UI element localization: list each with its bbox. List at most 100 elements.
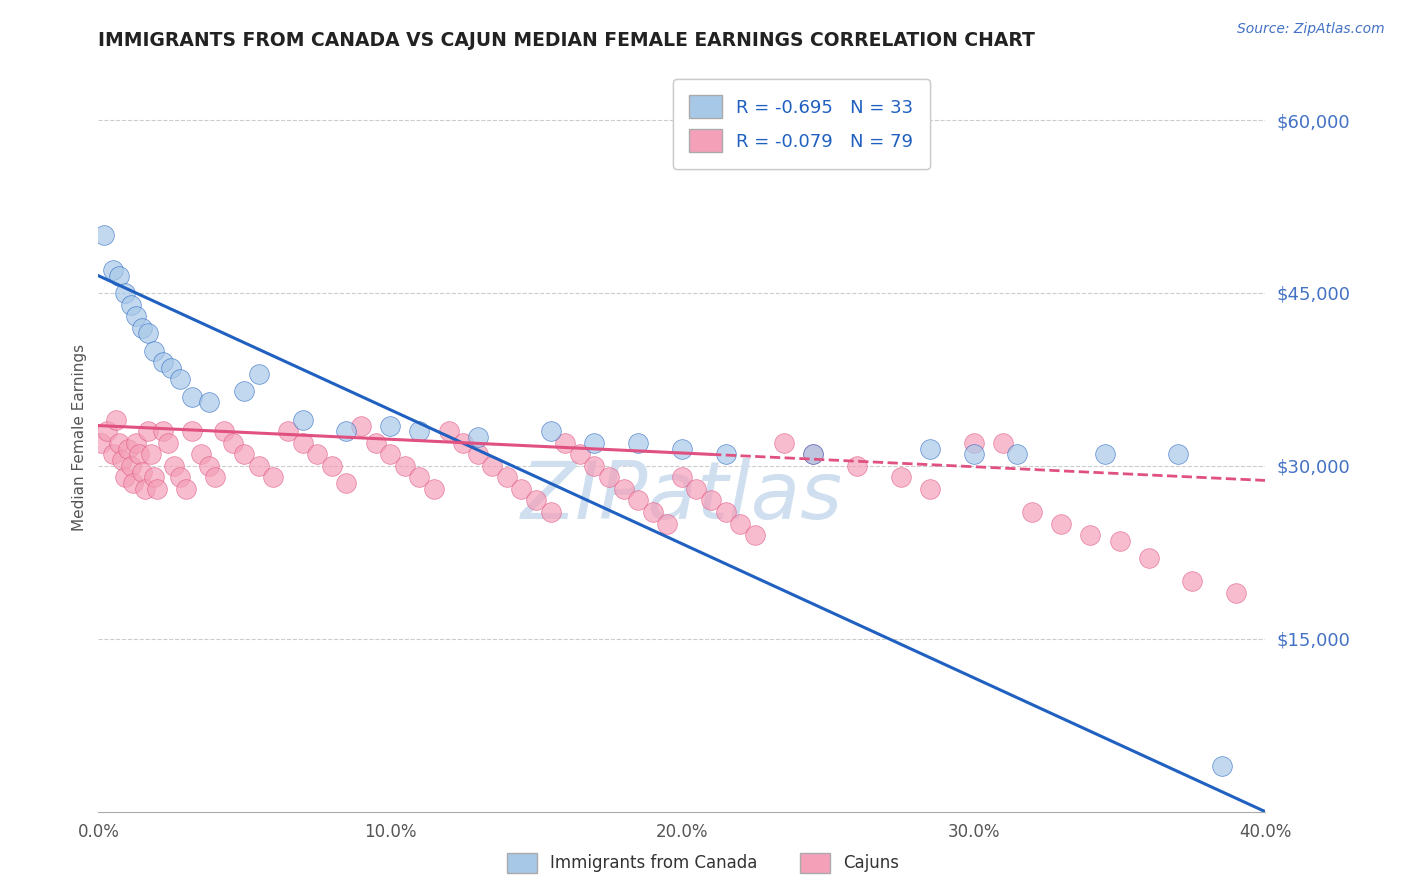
Point: [568, 447, 591, 461]
Point: [540, 425, 562, 439]
Point: [962, 447, 984, 461]
Point: [114, 470, 136, 484]
Point: [1225, 585, 1247, 599]
Point: [641, 505, 664, 519]
Legend: R = -0.695   N = 33, R = -0.079   N = 79: R = -0.695 N = 33, R = -0.079 N = 79: [673, 79, 929, 169]
Point: [510, 482, 533, 496]
Point: [335, 476, 357, 491]
Point: [307, 447, 329, 461]
Point: [671, 470, 693, 484]
Point: [890, 470, 912, 484]
Point: [136, 425, 159, 439]
Point: [174, 482, 197, 496]
Point: [657, 516, 679, 531]
Point: [801, 447, 824, 461]
Point: [846, 458, 869, 473]
Point: [1094, 447, 1116, 461]
Point: [180, 390, 202, 404]
Point: [114, 285, 136, 300]
Point: [612, 482, 634, 496]
Point: [136, 326, 159, 341]
Point: [139, 447, 162, 461]
Point: [467, 430, 489, 444]
Point: [117, 442, 139, 456]
Text: Source: ZipAtlas.com: Source: ZipAtlas.com: [1237, 22, 1385, 37]
Point: [991, 435, 1014, 450]
Point: [773, 435, 796, 450]
Point: [120, 458, 142, 473]
Point: [134, 482, 156, 496]
Point: [152, 355, 174, 369]
Point: [408, 425, 430, 439]
Point: [90, 435, 112, 450]
Point: [583, 435, 606, 450]
Point: [101, 447, 124, 461]
Text: IMMIGRANTS FROM CANADA VS CAJUN MEDIAN FEMALE EARNINGS CORRELATION CHART: IMMIGRANTS FROM CANADA VS CAJUN MEDIAN F…: [98, 31, 1035, 50]
Point: [233, 384, 256, 398]
Point: [93, 228, 115, 243]
Point: [700, 493, 723, 508]
Point: [1080, 528, 1102, 542]
Point: [918, 442, 941, 456]
Point: [142, 470, 165, 484]
Point: [962, 435, 984, 450]
Point: [685, 482, 707, 496]
Point: [160, 360, 183, 375]
Point: [1007, 447, 1029, 461]
Point: [1167, 447, 1189, 461]
Point: [437, 425, 460, 439]
Point: [277, 425, 299, 439]
Point: [125, 309, 148, 323]
Y-axis label: Median Female Earnings: Median Female Earnings: [72, 343, 87, 531]
Point: [169, 470, 191, 484]
Point: [125, 435, 148, 450]
Point: [120, 297, 142, 311]
Point: [1211, 758, 1233, 772]
Point: [744, 528, 766, 542]
Point: [1021, 505, 1043, 519]
Legend: Immigrants from Canada, Cajuns: Immigrants from Canada, Cajuns: [501, 847, 905, 880]
Point: [128, 447, 150, 461]
Point: [801, 447, 824, 461]
Point: [451, 435, 474, 450]
Point: [157, 435, 180, 450]
Point: [212, 425, 235, 439]
Point: [1108, 533, 1130, 548]
Point: [598, 470, 620, 484]
Point: [122, 476, 145, 491]
Point: [131, 465, 153, 479]
Point: [169, 372, 191, 386]
Point: [1137, 551, 1160, 566]
Point: [627, 435, 650, 450]
Point: [627, 493, 650, 508]
Point: [1181, 574, 1204, 589]
Point: [540, 505, 562, 519]
Point: [408, 470, 430, 484]
Point: [394, 458, 416, 473]
Point: [180, 425, 202, 439]
Point: [221, 435, 243, 450]
Point: [481, 458, 503, 473]
Point: [247, 458, 270, 473]
Point: [321, 458, 343, 473]
Point: [96, 425, 118, 439]
Point: [204, 470, 226, 484]
Point: [380, 418, 402, 433]
Point: [247, 367, 270, 381]
Point: [1050, 516, 1073, 531]
Point: [918, 482, 941, 496]
Point: [190, 447, 212, 461]
Point: [554, 435, 576, 450]
Point: [496, 470, 519, 484]
Point: [131, 320, 153, 334]
Point: [364, 435, 387, 450]
Point: [142, 343, 165, 358]
Point: [111, 453, 134, 467]
Point: [335, 425, 357, 439]
Point: [163, 458, 186, 473]
Point: [350, 418, 373, 433]
Point: [108, 435, 131, 450]
Point: [198, 395, 221, 409]
Point: [108, 268, 131, 283]
Point: [671, 442, 693, 456]
